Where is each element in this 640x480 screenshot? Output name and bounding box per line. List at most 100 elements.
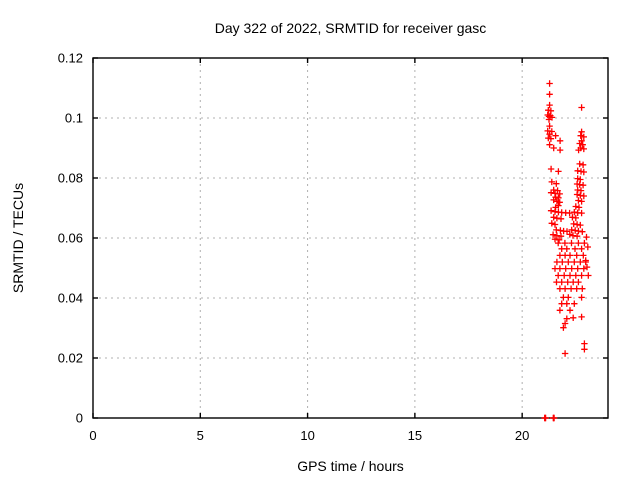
data-point: [568, 265, 575, 272]
data-point: [548, 178, 555, 186]
data-point: [556, 190, 563, 198]
x-tick-label: 20: [515, 428, 529, 443]
data-point: [564, 278, 571, 286]
data-point: [578, 198, 585, 205]
data-point: [574, 265, 581, 272]
data-point: [546, 141, 553, 148]
data-point: [578, 294, 585, 301]
data-point: [563, 315, 570, 322]
x-tick-label: 10: [300, 428, 314, 443]
y-tick-label: 0.12: [58, 51, 83, 66]
data-point: [549, 231, 557, 238]
data-point: [566, 231, 573, 238]
data-point: [575, 197, 582, 204]
data-point: [556, 307, 564, 314]
data-point: [546, 122, 553, 130]
data-point: [545, 116, 553, 123]
gridlines: [93, 58, 608, 418]
data-point: [557, 215, 565, 222]
data-point: [576, 140, 583, 147]
x-axis-label: GPS time / hours: [297, 458, 404, 474]
data-point: [561, 320, 569, 327]
data-point: [578, 272, 585, 279]
data-point: [579, 228, 586, 235]
data-point: [579, 141, 586, 148]
data-point: [579, 161, 587, 168]
data-point: [572, 203, 579, 210]
data-point: [580, 192, 587, 200]
x-tick-label: 0: [89, 428, 96, 443]
data-point: [562, 265, 569, 272]
data-point: [547, 135, 555, 142]
data-point: [561, 285, 569, 292]
data-point: [555, 236, 563, 243]
data-point: [566, 209, 573, 217]
data-point: [550, 214, 557, 221]
plot-frame: [92, 57, 609, 419]
data-point: [566, 252, 574, 259]
data-point: [584, 243, 591, 251]
data-point: [548, 220, 555, 227]
data-point: [579, 285, 586, 292]
data-point: [546, 101, 553, 109]
data-point: [572, 272, 579, 279]
data-point: [577, 187, 585, 194]
data-point: [579, 182, 587, 189]
data-point: [547, 207, 555, 214]
data-point: [546, 91, 553, 98]
data-point: [565, 258, 572, 266]
data-point: [550, 414, 558, 422]
data-point: [575, 146, 582, 154]
y-tick-labels: 0 0.02 0.04 0.06 0.08 0.1 0.12: [58, 51, 83, 426]
data-point: [585, 272, 592, 279]
x-tick-labels: 0 5 10 15 20: [89, 428, 529, 443]
data-point: [583, 233, 590, 241]
data-point: [557, 233, 565, 240]
data-point: [575, 278, 582, 286]
data-point: [575, 204, 583, 211]
y-tick-label: 0.1: [65, 111, 83, 126]
data-point: [576, 160, 583, 168]
data-point: [580, 145, 587, 153]
data-point: [577, 258, 584, 266]
data-point: [581, 239, 588, 247]
data-point: [555, 168, 562, 175]
data-point: [578, 104, 585, 111]
data-point: [546, 80, 553, 87]
data-point: [580, 168, 587, 176]
data-point: [565, 294, 572, 301]
data-point: [573, 252, 580, 259]
x-tick-label: 5: [197, 428, 204, 443]
data-point: [560, 324, 567, 331]
data-point: [555, 194, 562, 201]
data-point: [578, 245, 585, 252]
data-point: [555, 272, 562, 279]
data-point: [577, 221, 584, 229]
data-point: [563, 228, 571, 235]
data-point: [566, 307, 574, 314]
data-point: [563, 300, 570, 307]
data-point: [556, 199, 563, 206]
data-point: [571, 258, 578, 266]
data-point: [567, 285, 575, 292]
data-point: [578, 313, 585, 321]
data-point: [561, 239, 569, 247]
data-point: [542, 414, 549, 422]
data-point: [573, 191, 581, 198]
data-point: [571, 300, 578, 307]
data-point: [558, 278, 565, 286]
scatter-points: [541, 80, 592, 422]
data-point: [571, 245, 579, 252]
data-point: [563, 245, 570, 252]
data-point: [556, 146, 564, 154]
tick-marks: [92, 57, 608, 419]
data-point: [556, 265, 564, 272]
data-point: [550, 144, 557, 152]
data-point: [553, 198, 561, 205]
data-point: [556, 137, 564, 144]
data-point: [573, 285, 580, 292]
data-point: [546, 131, 553, 138]
data-point: [553, 258, 561, 266]
